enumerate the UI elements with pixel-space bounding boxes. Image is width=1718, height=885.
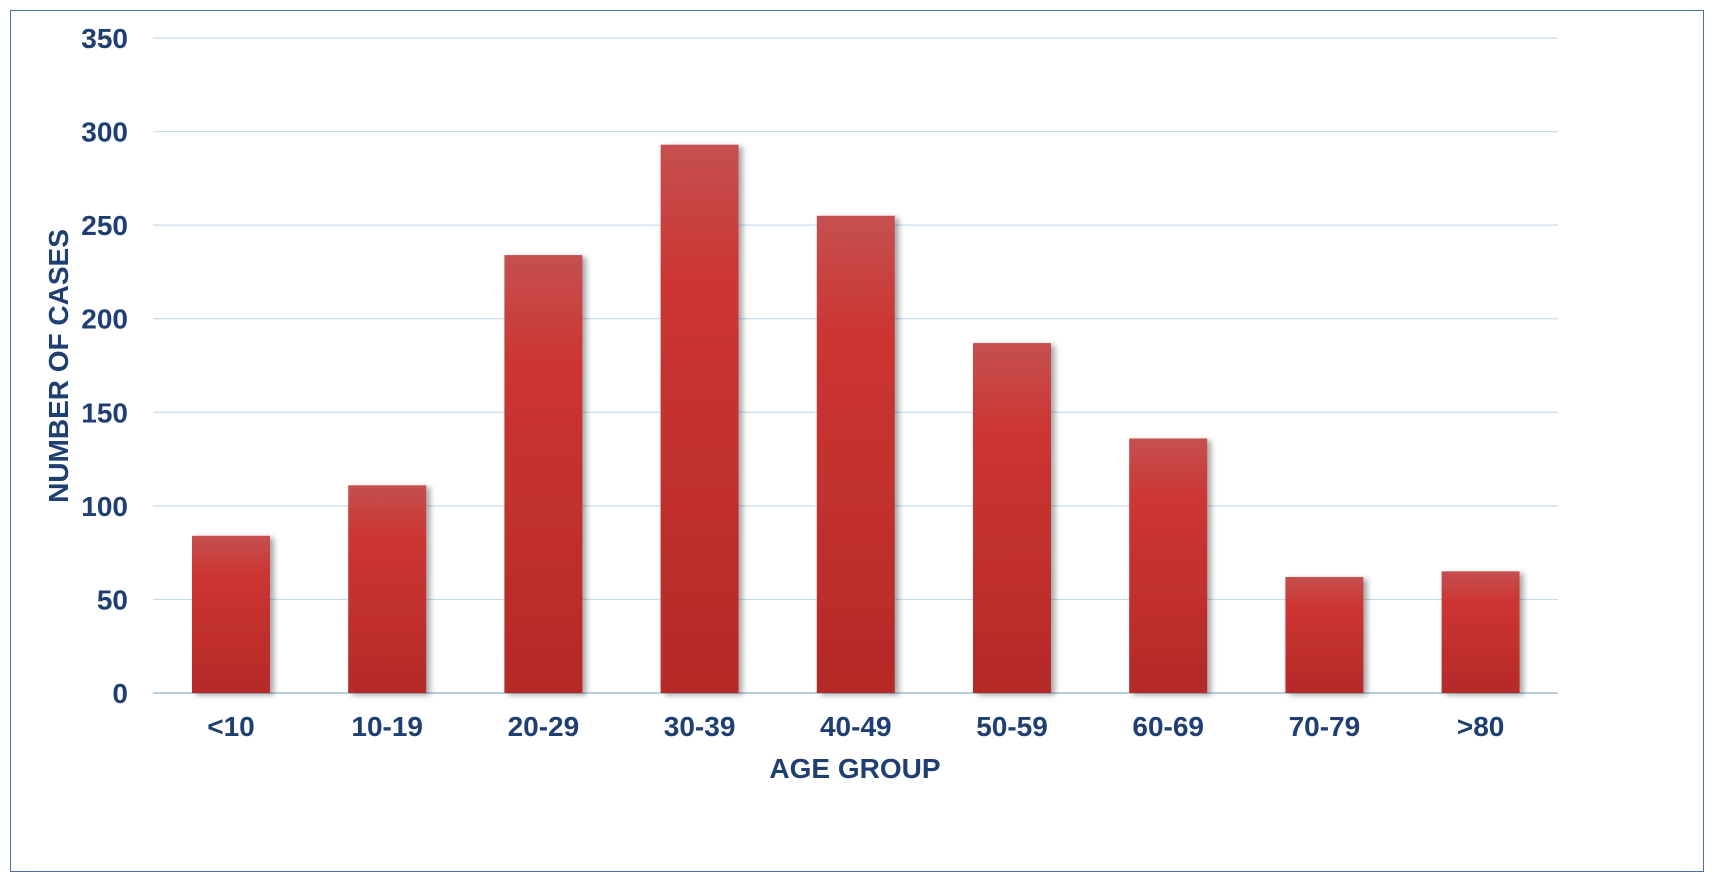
bar xyxy=(973,343,1051,693)
x-axis-title: AGE GROUP xyxy=(769,753,940,784)
y-tick-label: 350 xyxy=(81,23,128,54)
y-axis-title: NUMBER OF CASES xyxy=(43,229,74,503)
y-tick-label: 200 xyxy=(81,304,128,335)
bar xyxy=(1129,438,1208,693)
bar xyxy=(504,255,583,694)
x-tick-label: 10-19 xyxy=(351,711,423,742)
x-tick-label: 70-79 xyxy=(1289,711,1361,742)
y-tick-label: 150 xyxy=(81,397,128,428)
bars xyxy=(192,144,1520,694)
y-tick-label: 50 xyxy=(97,584,128,615)
y-axis-ticks: 0 50 100 150 200 250 300 350 xyxy=(81,23,128,709)
x-tick-label: 20-29 xyxy=(508,711,580,742)
y-tick-label: 100 xyxy=(81,491,128,522)
x-tick-label: >80 xyxy=(1457,711,1505,742)
bar xyxy=(1441,571,1520,693)
bar xyxy=(816,215,895,694)
x-tick-label: 50-59 xyxy=(976,711,1048,742)
bar xyxy=(348,485,427,693)
bar xyxy=(1285,576,1364,693)
x-tick-label: 40-49 xyxy=(820,711,892,742)
x-axis-ticks: <10 10-19 20-29 30-39 40-49 50-59 60-69 70-79 >8… xyxy=(207,711,1504,742)
y-tick-label: 250 xyxy=(81,210,128,241)
y-tick-label: 300 xyxy=(81,117,128,148)
x-tick-label: 30-39 xyxy=(664,711,736,742)
bar xyxy=(660,144,739,693)
bar xyxy=(192,535,270,693)
y-tick-label: 0 xyxy=(112,678,128,709)
x-tick-label: <10 xyxy=(207,711,255,742)
x-tick-label: 60-69 xyxy=(1132,711,1204,742)
